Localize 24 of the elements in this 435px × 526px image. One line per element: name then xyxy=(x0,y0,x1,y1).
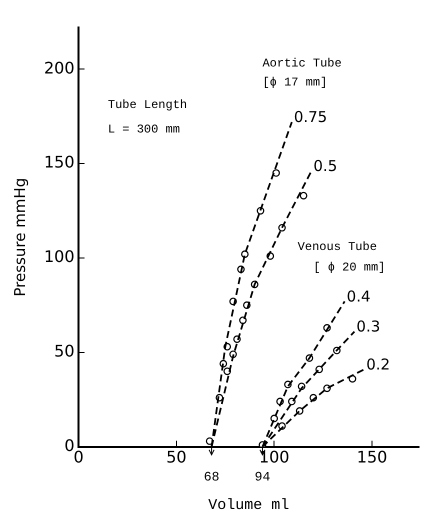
y-tick-label: 0 xyxy=(64,436,75,455)
point xyxy=(300,192,308,200)
annotation: Venous Tube xyxy=(298,240,377,254)
series-label: 0.3 xyxy=(356,318,380,336)
annotation: 68 xyxy=(204,470,220,485)
annotation: [ϕ 17 mm] xyxy=(262,76,328,90)
x-axis-title: Volume ml xyxy=(208,496,290,514)
annotation: Tube Length xyxy=(108,98,188,112)
annotation: L = 300 mm xyxy=(108,122,180,137)
y-tick-label: 100 xyxy=(44,247,75,266)
y-axis-title: Pressure mmHg xyxy=(10,178,29,297)
annotation: [ ϕ 20 mm] xyxy=(313,260,386,275)
series-label: 0.4 xyxy=(346,287,371,306)
y-tick-label: 50 xyxy=(54,342,75,361)
annotation: 94 xyxy=(254,470,270,485)
y-tick-label: 150 xyxy=(44,152,75,172)
annotation: Aortic Tube xyxy=(262,56,342,71)
x-tick-label: 100 xyxy=(258,448,290,467)
x-tick-label: 50 xyxy=(166,448,187,467)
series-label: 0.75 xyxy=(294,108,328,126)
series-label: 0.2 xyxy=(366,355,390,374)
y-tick-label: 200 xyxy=(44,58,75,78)
series-label: 0.5 xyxy=(313,157,338,175)
x-tick-label: 150 xyxy=(356,448,388,467)
